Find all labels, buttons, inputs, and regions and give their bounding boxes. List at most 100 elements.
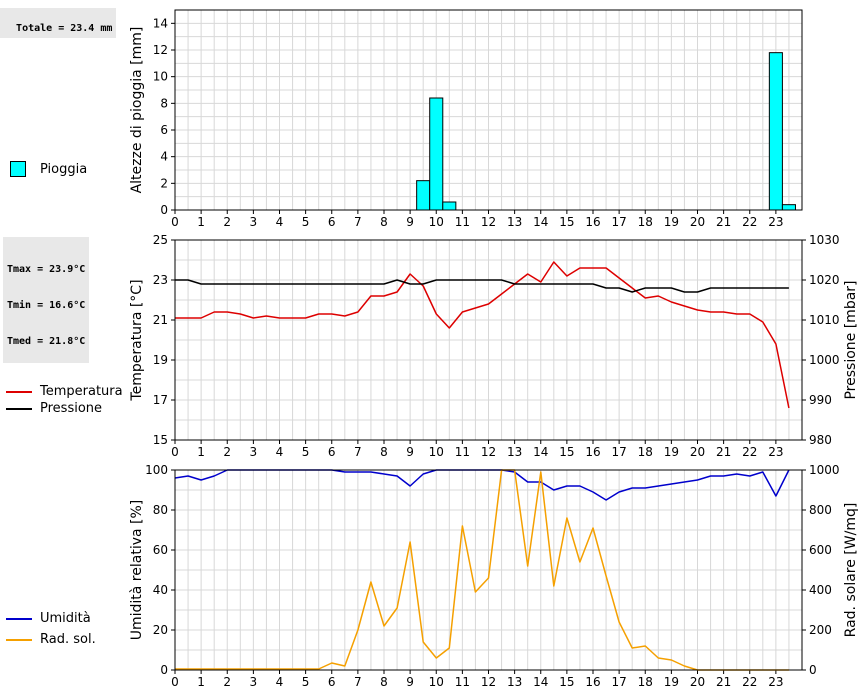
y2-tick-label: 1030 xyxy=(809,233,840,247)
x-tick-label: 14 xyxy=(533,445,548,459)
legend-humidity: Umidità xyxy=(6,611,91,626)
x-tick-label: 11 xyxy=(455,445,470,459)
y-tick-label: 40 xyxy=(153,583,168,597)
tmin-text: Tmin = 16.6°C xyxy=(7,300,86,311)
y2-tick-label: 1010 xyxy=(809,313,840,327)
legend-pressure: Pressione xyxy=(6,401,102,416)
rain-bar xyxy=(429,97,444,211)
x-tick-label: 0 xyxy=(171,445,179,459)
y-tick-label: 8 xyxy=(160,96,168,110)
y2-tick-label: 980 xyxy=(809,433,832,447)
rain-bar xyxy=(416,180,431,211)
y-tick-label: 60 xyxy=(153,543,168,557)
rain-bar xyxy=(781,204,796,211)
legend-temperature: Temperatura xyxy=(6,384,123,399)
legend-pressure-label: Pressione xyxy=(40,401,103,416)
x-tick-label: 1 xyxy=(197,445,205,459)
legend-radiation: Rad. sol. xyxy=(6,632,96,647)
x-tick-label: 5 xyxy=(302,675,310,689)
y-tick-label: 80 xyxy=(153,503,168,517)
y-tick-label: 6 xyxy=(160,123,168,137)
x-tick-label: 7 xyxy=(354,215,362,229)
temperature-line xyxy=(175,261,790,409)
x-tick-label: 17 xyxy=(611,675,626,689)
x-tick-label: 18 xyxy=(638,445,653,459)
radiation-line-icon xyxy=(6,638,32,641)
x-tick-label: 12 xyxy=(481,675,496,689)
x-tick-label: 5 xyxy=(302,445,310,459)
x-tick-label: 8 xyxy=(380,445,388,459)
x-tick-label: 23 xyxy=(768,445,783,459)
y2-tick-label: 600 xyxy=(809,543,832,557)
x-tick-label: 15 xyxy=(559,675,574,689)
x-tick-label: 4 xyxy=(276,215,284,229)
x-tick-label: 11 xyxy=(455,215,470,229)
rain-bar xyxy=(442,201,457,211)
x-tick-label: 0 xyxy=(171,675,179,689)
y2-tick-label: 1000 xyxy=(809,463,840,477)
x-tick-label: 5 xyxy=(302,215,310,229)
legend-temperature-label: Temperatura xyxy=(40,384,123,399)
x-tick-label: 1 xyxy=(197,675,205,689)
y-tick-label: 100 xyxy=(145,463,168,477)
y-tick-label: 2 xyxy=(160,176,168,190)
x-tick-label: 2 xyxy=(223,215,231,229)
y2-tick-label: 200 xyxy=(809,623,832,637)
y-tick-label: 21 xyxy=(153,313,168,327)
x-tick-label: 10 xyxy=(429,215,444,229)
rain-total-box: Totale = 23.4 mm xyxy=(0,8,117,38)
x-tick-label: 23 xyxy=(768,675,783,689)
x-tick-label: 13 xyxy=(507,445,522,459)
x-tick-label: 22 xyxy=(742,675,757,689)
y-tick-label: 0 xyxy=(160,203,168,217)
y2-axis-label: Rad. solare [W/mq] xyxy=(843,503,859,638)
x-tick-label: 6 xyxy=(328,445,336,459)
x-tick-label: 1 xyxy=(197,215,205,229)
x-tick-label: 23 xyxy=(768,215,783,229)
legend-radiation-label: Rad. sol. xyxy=(40,632,96,647)
temperature-line-icon xyxy=(6,390,32,393)
radiation-line xyxy=(175,469,789,671)
x-tick-label: 7 xyxy=(354,445,362,459)
plot-frame xyxy=(174,239,803,441)
x-tick-label: 16 xyxy=(585,675,600,689)
y-tick-label: 4 xyxy=(160,150,168,164)
x-tick-label: 19 xyxy=(664,675,679,689)
x-tick-label: 22 xyxy=(742,445,757,459)
x-tick-label: 6 xyxy=(328,675,336,689)
x-tick-label: 17 xyxy=(611,445,626,459)
x-tick-label: 2 xyxy=(223,445,231,459)
x-tick-label: 10 xyxy=(429,445,444,459)
x-tick-label: 18 xyxy=(638,675,653,689)
x-tick-label: 21 xyxy=(716,445,731,459)
y2-tick-label: 0 xyxy=(809,663,817,677)
y2-tick-label: 990 xyxy=(809,393,832,407)
x-tick-label: 12 xyxy=(481,445,496,459)
x-tick-label: 16 xyxy=(585,215,600,229)
x-tick-label: 13 xyxy=(507,675,522,689)
y2-tick-label: 1000 xyxy=(809,353,840,367)
x-tick-label: 7 xyxy=(354,675,362,689)
y-tick-label: 23 xyxy=(153,273,168,287)
x-tick-label: 14 xyxy=(533,215,548,229)
x-tick-label: 20 xyxy=(690,445,705,459)
y-tick-label: 19 xyxy=(153,353,168,367)
x-tick-label: 15 xyxy=(559,215,574,229)
pressure-line xyxy=(175,279,789,293)
x-tick-label: 6 xyxy=(328,215,336,229)
x-tick-label: 14 xyxy=(533,675,548,689)
rain-bar xyxy=(768,52,783,211)
x-tick-label: 0 xyxy=(171,215,179,229)
tmed-text: Tmed = 21.8°C xyxy=(7,336,86,347)
tmax-text: Tmax = 23.9°C xyxy=(7,264,86,275)
y-tick-label: 0 xyxy=(160,663,168,677)
x-tick-label: 9 xyxy=(406,445,414,459)
y-tick-label: 15 xyxy=(153,433,168,447)
x-tick-label: 3 xyxy=(250,445,258,459)
x-tick-label: 3 xyxy=(250,675,258,689)
temperature-stats-box: Tmax = 23.9°C Tmin = 16.6°C Tmed = 21.8°… xyxy=(3,237,90,363)
y2-tick-label: 400 xyxy=(809,583,832,597)
x-tick-label: 17 xyxy=(611,215,626,229)
y-axis-label: Temperatura [°C] xyxy=(129,279,145,401)
x-tick-label: 13 xyxy=(507,215,522,229)
